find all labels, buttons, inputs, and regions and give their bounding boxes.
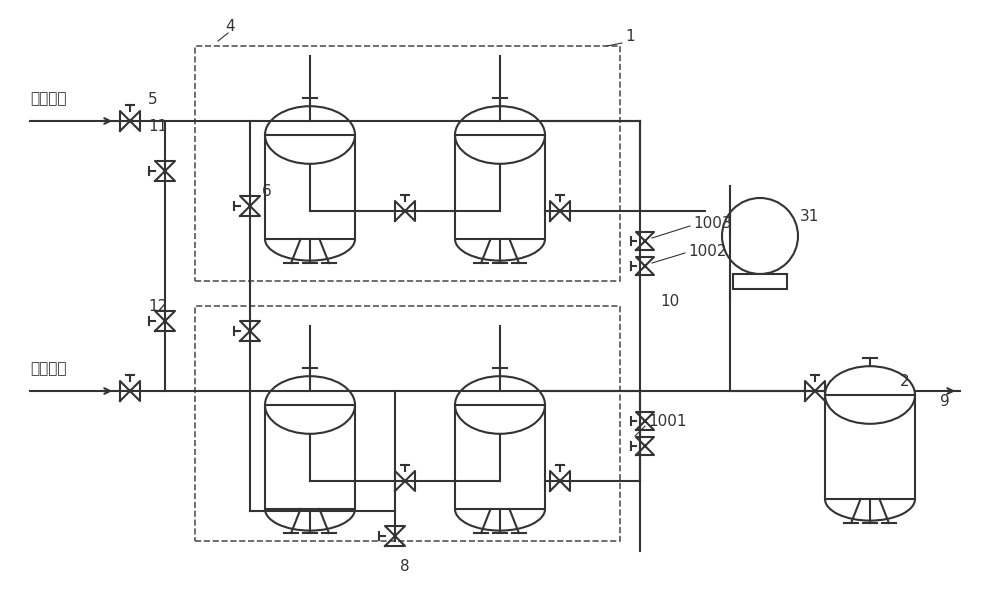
Text: 2: 2 (900, 374, 910, 389)
Text: 1: 1 (625, 29, 635, 44)
Text: 4: 4 (225, 19, 235, 34)
Text: 11: 11 (148, 119, 167, 134)
Text: 1002: 1002 (688, 244, 726, 259)
Text: 6: 6 (262, 184, 272, 199)
Text: 31: 31 (800, 209, 819, 224)
Text: 9: 9 (940, 394, 950, 409)
Text: 1001: 1001 (648, 414, 686, 429)
Text: 12: 12 (148, 299, 167, 314)
Text: 8: 8 (400, 559, 410, 574)
Text: 1003: 1003 (693, 216, 732, 231)
Text: 压缩空气: 压缩空气 (30, 361, 66, 376)
Text: 5: 5 (148, 92, 158, 107)
Text: 压缩空气: 压缩空气 (30, 91, 66, 106)
Text: 10: 10 (660, 294, 679, 309)
